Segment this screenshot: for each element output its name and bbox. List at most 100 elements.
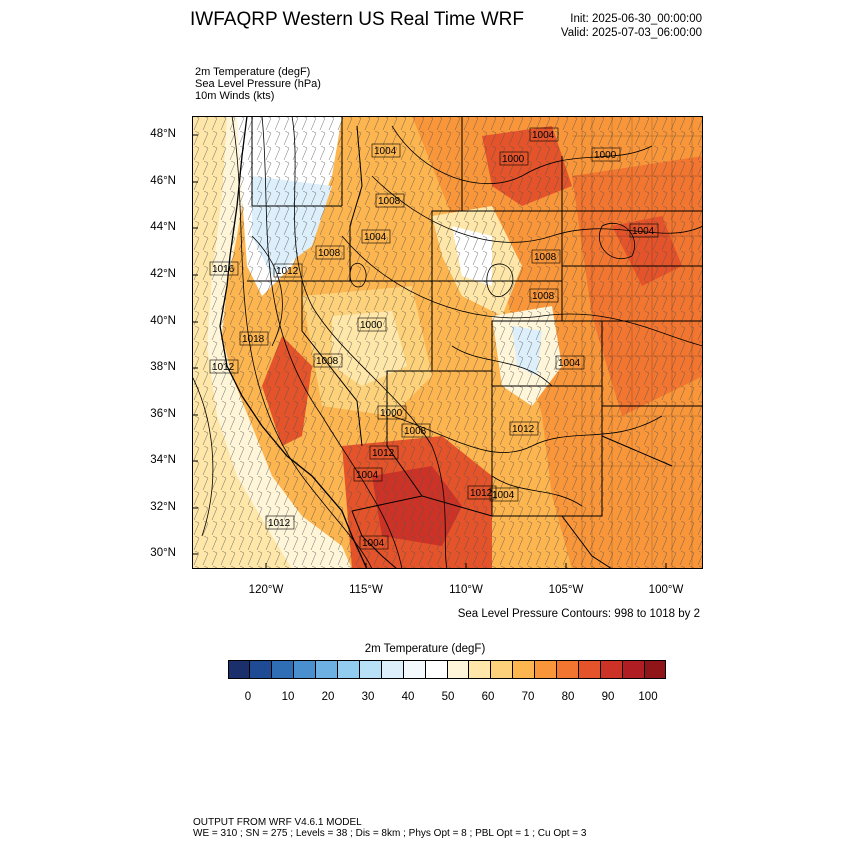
- model-footer: OUTPUT FROM WRF V4.6.1 MODEL WE = 310 ; …: [193, 817, 586, 839]
- colorbar-label: 40: [401, 691, 415, 703]
- svg-text:1008: 1008: [316, 356, 339, 367]
- svg-text:1012: 1012: [212, 362, 235, 373]
- colorbar-frame: [228, 660, 666, 679]
- pressure-label: 1012: [467, 485, 497, 500]
- colorbar-label: 90: [601, 691, 615, 703]
- colorbar-swatch: [579, 660, 602, 679]
- longitude-label: 115°W: [349, 584, 383, 596]
- colorbar: [228, 660, 667, 679]
- colorbar-label: 80: [561, 691, 575, 703]
- latitude-label: 42°N: [150, 268, 176, 280]
- pressure-label: 1000: [377, 405, 407, 420]
- pressure-label: 1004: [371, 143, 401, 158]
- pressure-label: 1018: [239, 331, 269, 346]
- pressure-label: 1008: [375, 193, 405, 208]
- pressure-label: 1012: [369, 445, 399, 460]
- latitude-label: 36°N: [150, 408, 176, 420]
- colorbar-label: 50: [441, 691, 455, 703]
- valid-time: Valid: 2025-07-03_06:00:00: [560, 27, 702, 39]
- latitude-label: 30°N: [150, 547, 176, 559]
- svg-text:1012: 1012: [276, 266, 299, 277]
- svg-text:1012: 1012: [470, 488, 493, 499]
- latitude-label: 44°N: [150, 221, 176, 233]
- colorbar-swatch: [469, 660, 492, 679]
- svg-text:1004: 1004: [374, 146, 397, 157]
- svg-text:1008: 1008: [534, 252, 557, 263]
- colorbar-swatch: [601, 660, 624, 679]
- colorbar-swatch: [249, 660, 272, 679]
- colorbar-swatch: [645, 660, 667, 679]
- colorbar-swatch: [425, 660, 448, 679]
- pressure-label: 1004: [489, 487, 519, 502]
- colorbar-title: 2m Temperature (degF): [364, 643, 486, 655]
- footer-config: WE = 310 ; SN = 275 ; Levels = 38 ; Dis …: [193, 828, 587, 839]
- svg-text:1012: 1012: [512, 424, 535, 435]
- longitude-label: 105°W: [548, 584, 584, 596]
- pressure-label: 1016: [209, 261, 239, 276]
- colorbar-swatch: [491, 660, 514, 679]
- colorbar-label: 10: [281, 691, 295, 703]
- latitude-label: 48°N: [150, 128, 176, 140]
- pressure-label: 1004: [555, 355, 585, 370]
- colorbar-swatch: [228, 660, 250, 679]
- svg-text:1004: 1004: [492, 490, 515, 501]
- colorbar-swatch: [293, 660, 316, 679]
- colorbar-swatch: [513, 660, 536, 679]
- latitude-label: 38°N: [150, 361, 176, 373]
- field-list: 2m Temperature (degF) Sea Level Pressure…: [195, 66, 321, 102]
- svg-text:1000: 1000: [502, 154, 525, 165]
- footer-model: OUTPUT FROM WRF V4.6.1 MODEL: [193, 817, 362, 828]
- latitude-label: 40°N: [150, 315, 176, 327]
- pressure-label: 1008: [315, 245, 345, 260]
- run-times: Init: 2025-06-30_00:00:00 Valid: 2025-07…: [561, 12, 702, 40]
- init-time: Init: 2025-06-30_00:00:00: [570, 13, 702, 25]
- longitude-label: 100°W: [648, 584, 684, 596]
- field-winds: 10m Winds (kts): [195, 90, 275, 102]
- latitude-label: 46°N: [150, 175, 176, 187]
- pressure-label: 1000: [357, 317, 387, 332]
- svg-text:1004: 1004: [532, 130, 555, 141]
- svg-text:1012: 1012: [268, 518, 291, 529]
- field-pressure: Sea Level Pressure (hPa): [195, 78, 321, 90]
- pressure-label: 1004: [353, 467, 383, 482]
- svg-text:1004: 1004: [356, 470, 379, 481]
- svg-text:1000: 1000: [594, 150, 617, 161]
- svg-text:1008: 1008: [378, 196, 401, 207]
- pressure-label: 1008: [529, 288, 559, 303]
- colorbar-label: 60: [481, 691, 495, 703]
- latitude-label: 32°N: [150, 501, 176, 513]
- svg-text:1008: 1008: [404, 426, 427, 437]
- colorbar-label: 0: [244, 691, 252, 703]
- svg-text:1000: 1000: [380, 408, 403, 419]
- colorbar-swatch: [403, 660, 426, 679]
- svg-text:1004: 1004: [632, 226, 655, 237]
- colorbar-swatch: [623, 660, 646, 679]
- svg-text:1000: 1000: [360, 320, 383, 331]
- svg-text:1004: 1004: [362, 538, 385, 549]
- pressure-label: 1004: [529, 127, 559, 142]
- colorbar-label: 100: [638, 691, 658, 703]
- svg-text:1012: 1012: [372, 448, 395, 459]
- pressure-label: 1000: [591, 147, 621, 162]
- contour-note: Sea Level Pressure Contours: 998 to 1018…: [457, 608, 700, 620]
- svg-text:1008: 1008: [318, 248, 341, 259]
- pressure-label: 1012: [509, 421, 539, 436]
- svg-text:1008: 1008: [532, 291, 555, 302]
- plot-title: IWFAQRP Western US Real Time WRF: [190, 9, 524, 30]
- pressure-label: 1004: [359, 535, 389, 550]
- pressure-label: 1008: [401, 423, 431, 438]
- colorbar-swatch: [271, 660, 294, 679]
- colorbar-label: 30: [361, 691, 375, 703]
- field-temperature: 2m Temperature (degF): [195, 66, 311, 78]
- colorbar-swatch: [447, 660, 470, 679]
- svg-text:1018: 1018: [242, 334, 265, 345]
- colorbar-label: 70: [521, 691, 535, 703]
- pressure-label: 1008: [531, 249, 561, 264]
- colorbar-swatch: [381, 660, 404, 679]
- pressure-label: 1004: [361, 229, 391, 244]
- pressure-label: 1000: [499, 151, 529, 166]
- svg-text:1016: 1016: [212, 264, 235, 275]
- svg-text:1004: 1004: [364, 232, 387, 243]
- pressure-label: 1012: [273, 263, 303, 278]
